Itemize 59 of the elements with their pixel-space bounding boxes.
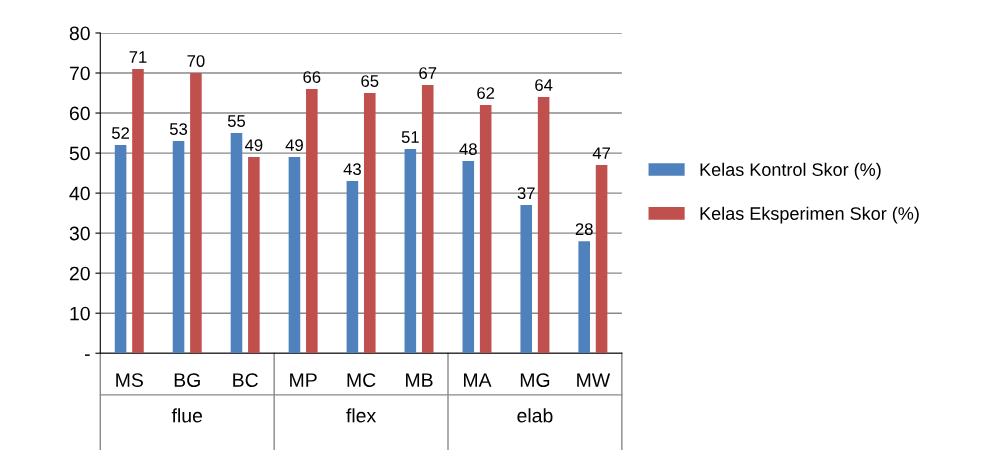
x-tick-label: MW	[577, 373, 611, 387]
y-tick-label: 60	[69, 106, 90, 121]
data-label: 28	[575, 223, 593, 236]
y-tick-label: -	[84, 354, 90, 356]
data-label: 52	[111, 127, 130, 139]
legend-label: Kelas Eksperimen Skor (%)	[700, 206, 919, 224]
data-label: 71	[129, 51, 147, 63]
bar	[114, 145, 127, 354]
bar	[288, 157, 301, 354]
bar	[520, 205, 533, 354]
bar	[363, 93, 376, 354]
x-tick-label: MA	[463, 373, 492, 387]
x-tick-label: MP	[290, 373, 317, 387]
bar	[421, 85, 434, 354]
data-label: 47	[592, 147, 611, 159]
data-label: 67	[419, 67, 437, 79]
x-tick-label: MB	[406, 373, 433, 387]
bar	[248, 157, 260, 354]
text: flue	[171, 408, 203, 423]
bar	[230, 133, 243, 354]
bar	[537, 97, 550, 354]
y-tick-label: 10	[70, 306, 90, 321]
bar	[346, 181, 359, 354]
y-tick-label: 20	[69, 266, 90, 281]
x-tick-label: BG	[174, 373, 200, 387]
bar	[190, 73, 202, 354]
data-label: 49	[285, 139, 303, 152]
bar	[479, 105, 492, 354]
data-label: 48	[459, 143, 477, 156]
x-tick-label: BC	[233, 373, 258, 387]
text: elab	[517, 408, 553, 423]
text: flex	[346, 408, 376, 423]
bar	[595, 165, 608, 354]
data-label: 70	[187, 55, 205, 67]
x-tick-label: MS	[116, 373, 143, 387]
y-tick-label: 80	[69, 26, 90, 41]
y-tick-label: 50	[69, 146, 90, 161]
data-label: 43	[343, 163, 361, 176]
x-tick-label: MG	[520, 373, 550, 387]
data-label: 49	[244, 139, 263, 152]
bar	[578, 241, 590, 354]
bar	[462, 161, 475, 354]
x-tick-label: MC	[347, 373, 376, 387]
data-label: 65	[361, 75, 379, 87]
data-label: 64	[535, 79, 553, 91]
bar	[172, 141, 185, 354]
y-tick-label: 40	[69, 186, 90, 201]
legend-label: Kelas Kontrol Skor (%)	[700, 162, 881, 180]
bar	[132, 69, 144, 354]
data-label: 55	[227, 115, 246, 127]
data-label: 51	[401, 131, 419, 143]
data-label: 37	[517, 187, 535, 200]
bar	[306, 89, 318, 354]
bar	[404, 149, 417, 354]
data-label: 53	[169, 123, 188, 135]
data-label: 62	[477, 87, 495, 99]
y-tick-label: 70	[69, 66, 90, 81]
data-label: 66	[303, 71, 321, 83]
y-tick-label: 30	[69, 226, 90, 241]
